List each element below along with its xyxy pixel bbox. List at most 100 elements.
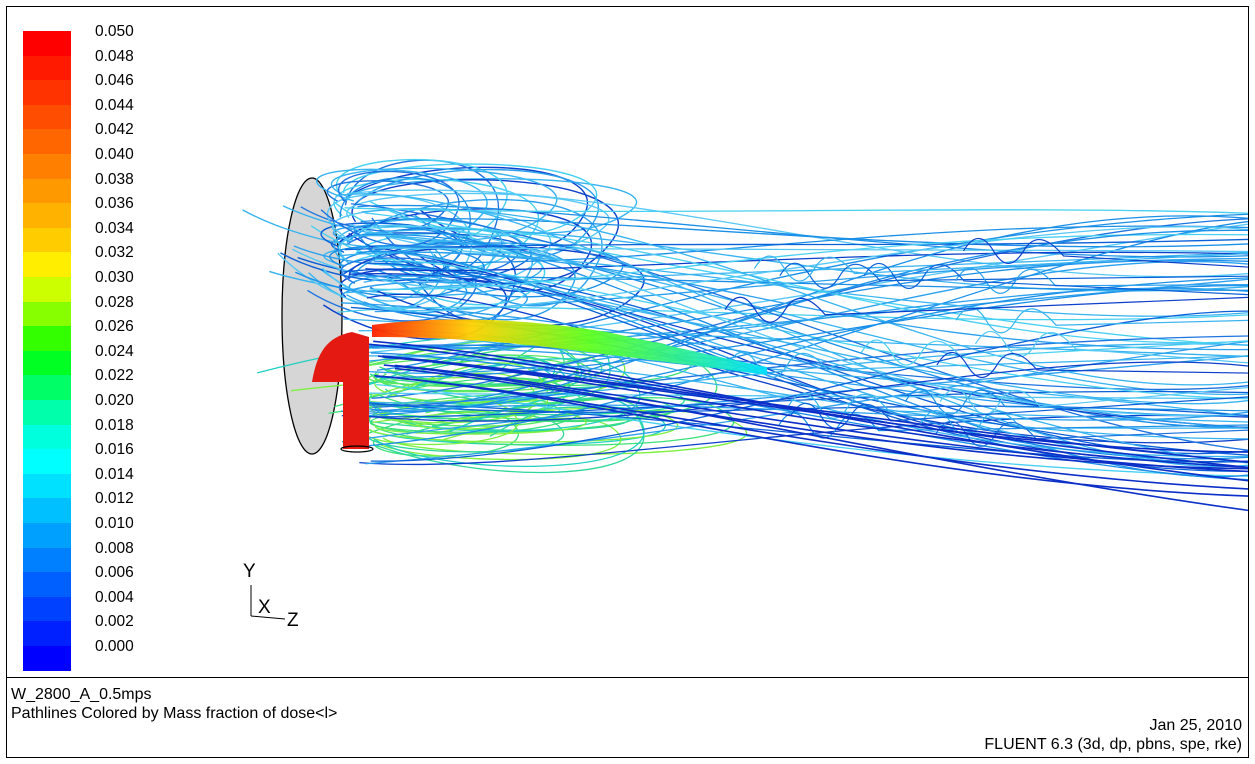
colormap-label: 0.014 xyxy=(95,465,134,483)
pathline xyxy=(320,170,460,247)
pathline xyxy=(936,351,1248,379)
pathline xyxy=(860,339,1248,366)
plot-description: Pathlines Colored by Mass fraction of do… xyxy=(11,705,338,722)
colormap-swatch xyxy=(23,646,71,672)
colormap-swatch xyxy=(23,621,71,647)
colormap-swatch xyxy=(23,31,71,57)
pathline xyxy=(383,364,1248,512)
colormap-label: 0.046 xyxy=(95,72,134,90)
pathline xyxy=(366,293,1248,444)
colormap-swatch xyxy=(23,473,71,499)
plot-date: Jan 25, 2010 xyxy=(1149,717,1242,734)
colormap-label: 0.038 xyxy=(95,170,134,188)
axis-z-label: Z xyxy=(287,610,299,631)
colormap-swatch xyxy=(23,400,71,426)
pathline xyxy=(370,352,1248,481)
pathline xyxy=(371,347,1248,417)
pathline xyxy=(724,296,1248,323)
pathline xyxy=(344,344,1248,391)
pathline xyxy=(954,267,1248,294)
pathline xyxy=(374,251,1248,351)
colormap-swatch xyxy=(23,547,71,573)
pathline xyxy=(376,383,1248,477)
pathline xyxy=(935,420,1248,447)
colormap-swatch xyxy=(23,498,71,524)
colormap-label: 0.036 xyxy=(95,195,134,213)
colormap-swatch xyxy=(23,277,71,303)
pathline xyxy=(353,225,1248,478)
pathline xyxy=(364,212,1248,347)
pathline xyxy=(380,375,1248,497)
colormap-swatch xyxy=(23,523,71,549)
pathline xyxy=(726,351,1248,378)
pathline xyxy=(370,310,1248,462)
pathline xyxy=(345,277,1248,418)
colormap-swatch xyxy=(23,154,71,180)
colormap-label: 0.016 xyxy=(95,441,134,459)
pathline xyxy=(334,377,586,435)
pathline xyxy=(372,327,1248,417)
axis-y-label: Y xyxy=(243,561,256,582)
colormap-label: 0.004 xyxy=(95,588,134,606)
colormap-swatch xyxy=(23,55,71,81)
pathline xyxy=(339,281,528,322)
colormap-label: 0.026 xyxy=(95,318,134,336)
pathline xyxy=(351,260,1248,374)
colormap-label: 0.044 xyxy=(95,96,134,114)
pathline xyxy=(341,390,1248,418)
pathline xyxy=(344,207,1248,214)
colormap-swatch xyxy=(23,80,71,106)
colormap-label: 0.022 xyxy=(95,367,134,385)
pathline xyxy=(375,258,1248,400)
colormap-swatch xyxy=(23,424,71,450)
pathline xyxy=(904,388,1248,415)
colormap-label: 0.018 xyxy=(95,416,134,434)
pathline xyxy=(337,306,1248,321)
colormap-label: 0.034 xyxy=(95,219,134,237)
axis-x-label: X xyxy=(258,597,271,618)
pathline xyxy=(394,364,1248,473)
pathline xyxy=(368,407,679,443)
nozzle-base xyxy=(340,445,374,453)
pathline xyxy=(341,220,1248,449)
colormap-swatch xyxy=(23,375,71,401)
colormap-swatch xyxy=(23,129,71,155)
footer-panel: W_2800_A_0.5mps Pathlines Colored by Mas… xyxy=(7,677,1248,758)
pathline xyxy=(344,238,1248,251)
colormap-label: 0.028 xyxy=(95,293,134,311)
colormap-swatch xyxy=(23,596,71,622)
colormap-swatch xyxy=(23,104,71,130)
pathline xyxy=(341,229,1248,412)
pathline xyxy=(394,367,1248,470)
colormap-swatch xyxy=(23,178,71,204)
pathline xyxy=(863,262,1248,296)
pathline xyxy=(362,233,1248,428)
graphics-viewport[interactable]: 0.050 0.048 0.046 0.044 0.042 0.040 0.038 0.036… xyxy=(7,7,1248,677)
colormap-swatch xyxy=(23,449,71,475)
colormap-label: 0.030 xyxy=(95,269,134,286)
colormap-swatch xyxy=(23,227,71,253)
pathline xyxy=(357,250,1248,460)
pathline xyxy=(378,355,1248,469)
pathline xyxy=(372,397,645,474)
pathline xyxy=(295,245,485,298)
pathline xyxy=(350,203,1248,451)
pathline xyxy=(962,237,1248,268)
colormap-label: 0.000 xyxy=(95,638,134,655)
pathline xyxy=(348,275,1248,291)
pathline xyxy=(369,233,1248,291)
case-name: W_2800_A_0.5mps xyxy=(11,686,152,703)
pathline xyxy=(790,396,1248,429)
colormap-label: 0.006 xyxy=(95,564,134,582)
pathline-plot xyxy=(242,158,1248,620)
pathline xyxy=(371,218,1248,399)
pathline xyxy=(753,252,1248,282)
colormap-swatch xyxy=(23,252,71,278)
colormap-label: 0.032 xyxy=(95,244,134,262)
colormap-label: 0.020 xyxy=(95,392,134,409)
colormap-label: 0.002 xyxy=(95,613,134,631)
pathline xyxy=(242,168,488,249)
colormap-label: 0.040 xyxy=(95,146,134,163)
colormap-swatch xyxy=(23,326,71,352)
dose-plume xyxy=(372,319,767,375)
